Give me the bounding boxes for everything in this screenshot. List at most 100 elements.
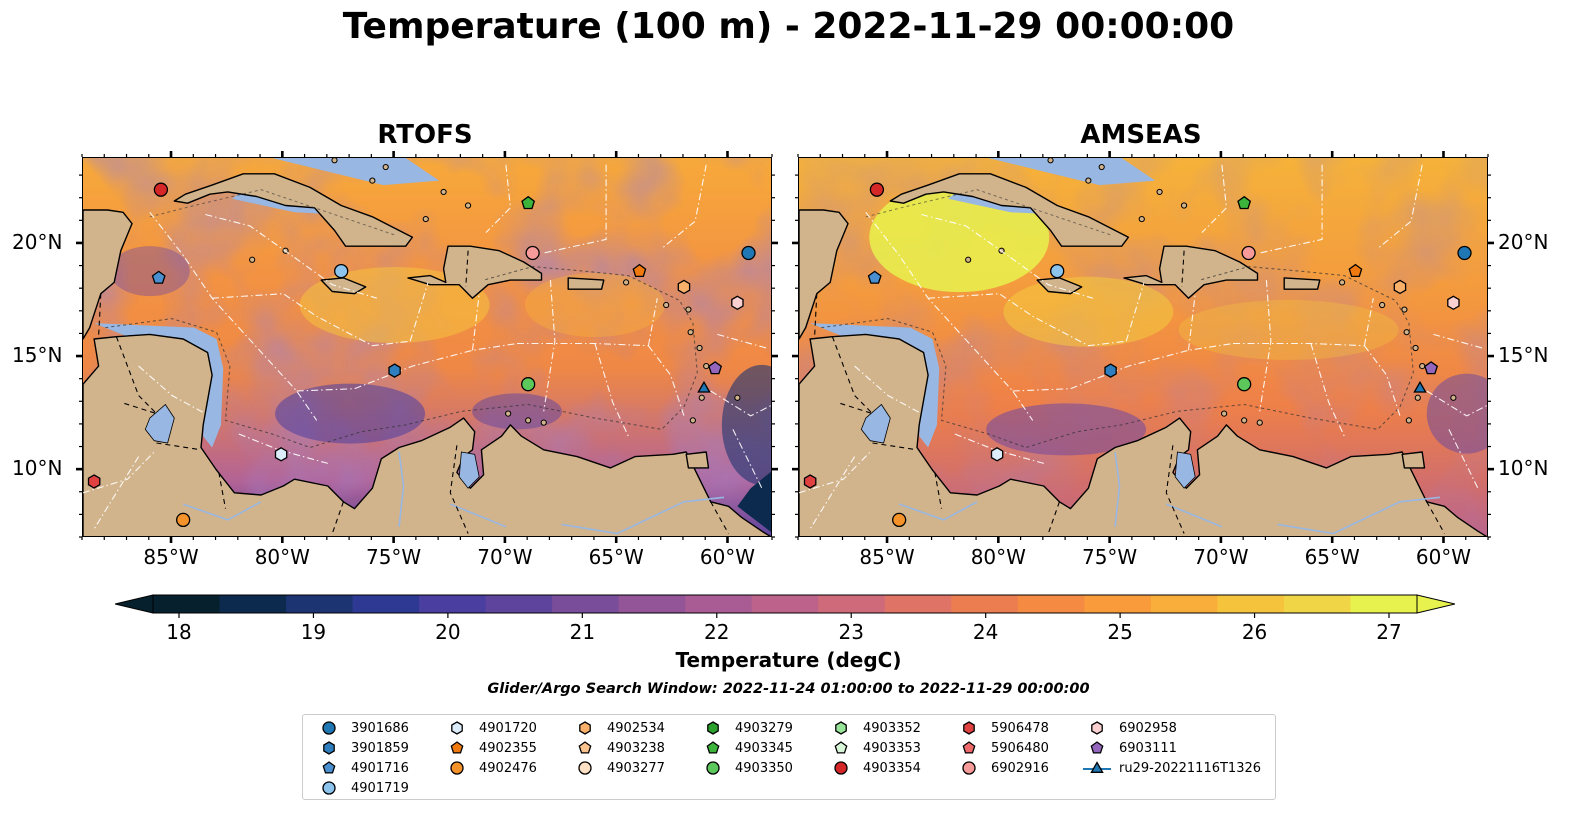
legend-marker-icon (706, 741, 720, 754)
float-marker-ru29-20221116T1326 (1413, 380, 1427, 393)
colorbar-tick-label: 25 (1107, 620, 1133, 644)
land-puertorico (567, 277, 605, 290)
land-trinidad (685, 451, 710, 469)
colorbar-segment (1283, 595, 1351, 613)
float-marker-4901719 (334, 263, 349, 279)
colorbar-tick-label: 22 (704, 620, 730, 644)
colorbar-tick-label: 19 (300, 620, 327, 644)
panel-title-rtofs: RTOFS (377, 120, 473, 150)
panel-title-amseas: AMSEAS (1080, 120, 1202, 150)
legend-item-label: ru29-20221116T1326 (1119, 760, 1262, 776)
legend-item: 6902916 (955, 758, 1049, 778)
colorbar-segment (685, 595, 753, 613)
float-marker-3901686 (741, 245, 756, 261)
colorbar-tick-label: 18 (166, 620, 192, 644)
lon-tick-label: 60°W (1415, 545, 1472, 569)
lon-tick-label: 70°W (477, 545, 533, 569)
legend-item-label: 4902534 (607, 720, 665, 736)
map-panel-rtofs[interactable] (82, 157, 772, 537)
land-puertorico (1283, 277, 1321, 290)
colorbar-segment (1217, 595, 1285, 613)
legend-item-label: 4901719 (351, 780, 409, 796)
float-marker-4901719 (1050, 263, 1065, 279)
float-marker-3901686 (1457, 245, 1472, 261)
legend-marker-icon (835, 721, 847, 735)
land-central (799, 333, 1487, 536)
legend-marker-icon (834, 741, 848, 754)
colorbar-segment (419, 595, 487, 613)
legend-item: ru29-20221116T1326 (1083, 758, 1261, 778)
lat-tick-label-right: 20°N (1498, 229, 1549, 254)
legend-item: 4902534 (571, 718, 665, 738)
colorbar-segment (951, 595, 1019, 613)
legend-item-label: 4901720 (479, 720, 537, 736)
float-marker-4901720 (274, 447, 288, 462)
float-marker-4903345 (1237, 195, 1252, 210)
legend-item: 6902958 (1083, 718, 1177, 738)
legend-item-label: 4902476 (479, 760, 537, 776)
legend-marker-icon (962, 761, 976, 775)
colorbar-segment (818, 595, 886, 613)
colorbar-segment (286, 595, 354, 613)
float-marker-4901716 (151, 270, 166, 284)
colorbar-tick-label: 24 (972, 620, 999, 644)
legend-item-label: 6903111 (1119, 740, 1177, 756)
legend-item-label: 5906478 (991, 720, 1049, 736)
colorbar-label: Temperature (degC) (675, 648, 902, 672)
float-marker-5906478 (803, 474, 817, 489)
legend-item-label: 6902916 (991, 760, 1049, 776)
legend-marker-icon (322, 721, 336, 735)
legend-item-label: 6902958 (1119, 720, 1177, 736)
colorbar-tick-label: 20 (435, 620, 461, 644)
colorbar-tick-label: 23 (838, 620, 864, 644)
float-marker-6903111 (1424, 361, 1439, 375)
legend-marker-icon (578, 761, 592, 775)
legend-item-label: 4903352 (863, 720, 921, 736)
map-panel-amseas[interactable] (798, 157, 1488, 537)
legend-item: 4903350 (699, 758, 793, 778)
legend-item: 5906478 (955, 718, 1049, 738)
legend-marker-icon (578, 741, 592, 754)
legend-item: 4903353 (827, 738, 921, 758)
float-marker-ru29-20221116T1326 (697, 380, 711, 393)
legend-item: 4903238 (571, 738, 665, 758)
legend-marker-icon (450, 741, 464, 754)
legend-item: 4901716 (315, 758, 409, 778)
legend-item: 4903352 (827, 718, 921, 738)
land-cuba (173, 173, 414, 247)
lon-tick-label: 65°W (1304, 545, 1360, 569)
lon-tick-label: 85°W (143, 545, 199, 569)
legend-item-label: 4901716 (351, 760, 409, 776)
lat-tick-label-left: 15°N (12, 343, 63, 368)
legend-marker-icon (834, 761, 848, 775)
legend-marker-icon (579, 721, 591, 735)
float-marker-4902476 (176, 512, 191, 528)
colorbar-segment (618, 595, 686, 613)
lat-tick-label-right: 15°N (1498, 343, 1549, 368)
float-marker-4903350 (521, 377, 536, 392)
land-central (83, 333, 771, 536)
float-marker-6903111 (708, 361, 723, 375)
lon-tick-label: 75°W (365, 545, 422, 569)
land-hispaniola (407, 245, 543, 299)
legend-item-label: 4903238 (607, 740, 665, 756)
figure-title: Temperature (100 m) - 2022-11-29 00:00:0… (342, 6, 1235, 47)
colorbar-segment (485, 595, 553, 613)
float-marker-3901859 (388, 363, 401, 378)
float-marker-4901720 (990, 447, 1004, 462)
lon-tick-label: 85°W (859, 545, 915, 569)
colorbar-tick-label: 26 (1241, 620, 1268, 644)
legend-item: 4903277 (571, 758, 665, 778)
colorbar-segment (153, 595, 221, 613)
float-marker-4902534 (677, 279, 691, 295)
colorbar-segment (751, 595, 819, 613)
colorbar-segment (552, 595, 620, 613)
lat-tick-label-right: 10°N (1498, 456, 1549, 481)
legend-item-label: 4903279 (735, 720, 793, 736)
legend-marker-icon (450, 761, 464, 775)
float-marker-4901716 (867, 270, 882, 284)
float-marker-4903354 (153, 182, 169, 197)
lat-tick-label-left: 20°N (12, 229, 63, 254)
colorbar (115, 594, 1455, 618)
colorbar-tick-label: 27 (1376, 620, 1402, 644)
